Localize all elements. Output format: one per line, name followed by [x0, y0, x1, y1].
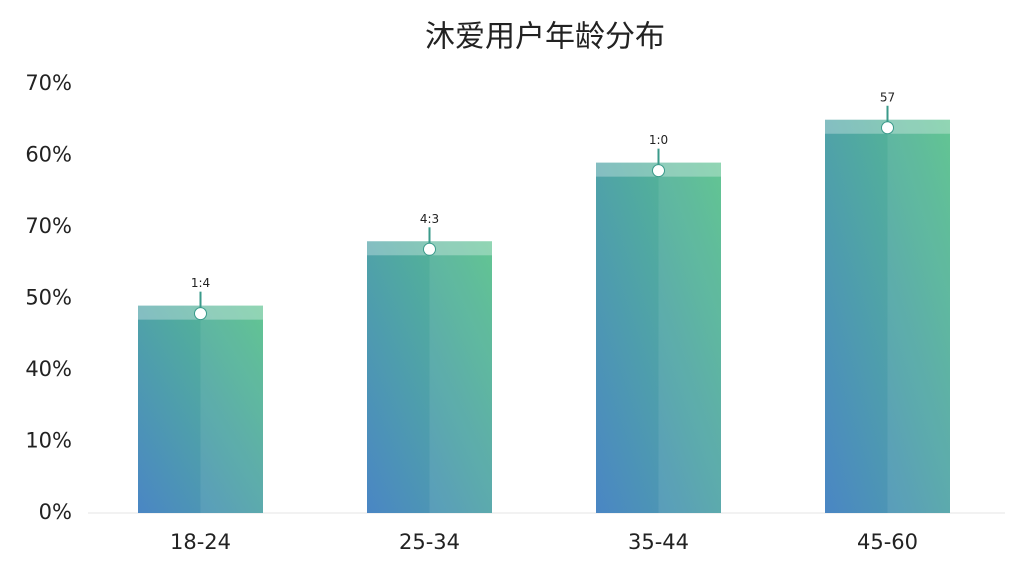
x-tick-label: 25-34 [399, 530, 460, 554]
bar-shade [200, 305, 263, 513]
y-tick-label: 10% [25, 429, 72, 453]
annotation: 4:3 [420, 212, 439, 226]
x-tick-label: 35-44 [628, 530, 689, 554]
x-tick-label: 18-24 [170, 530, 231, 554]
y-tick-label: 50% [25, 286, 72, 310]
y-tick-label: 40% [25, 357, 72, 381]
y-tick-label: 70% [25, 71, 72, 95]
bar [825, 119, 950, 513]
y-tick-label: 60% [25, 143, 72, 167]
bar-dot [194, 307, 207, 321]
bar-shade [658, 162, 721, 513]
chart-title: 沐爱用户年龄分布 [425, 20, 665, 55]
bar [596, 162, 721, 513]
bar-dot [881, 121, 894, 135]
bar-dot [423, 242, 436, 256]
bar [138, 305, 263, 513]
y-tick-label: 70% [25, 214, 72, 238]
x-tick-label: 45-60 [857, 530, 918, 554]
bar [367, 241, 492, 514]
bar-dot [652, 164, 665, 178]
annotation: 1:0 [649, 133, 668, 147]
y-tick-label: 0% [39, 500, 72, 524]
annotation: 57 [880, 90, 895, 104]
bar-shade [887, 119, 950, 513]
annotation: 1:4 [191, 276, 210, 290]
bar-shade [429, 241, 492, 514]
